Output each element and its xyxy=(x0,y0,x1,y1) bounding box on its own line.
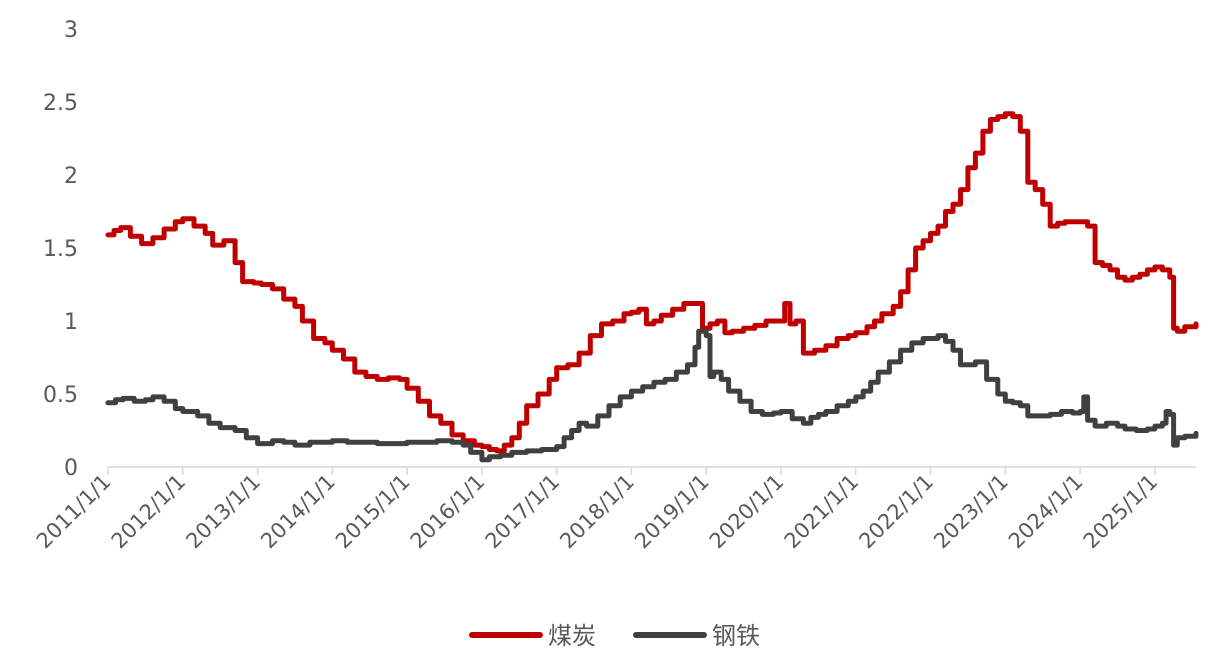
legend-label: 钢铁 xyxy=(712,622,760,650)
x-tick-label: 2014/1/1 xyxy=(256,470,340,554)
x-tick-label: 2024/1/1 xyxy=(1004,470,1088,554)
x-tick-label: 2025/1/1 xyxy=(1079,470,1163,554)
x-axis: 2011/1/12012/1/12013/1/12014/1/12015/1/1… xyxy=(32,466,1196,554)
x-tick-label: 2013/1/1 xyxy=(181,470,265,554)
series-line-0 xyxy=(105,111,1199,454)
y-tick-label: 0 xyxy=(64,456,78,481)
x-tick-label: 2023/1/1 xyxy=(929,470,1013,554)
y-tick-label: 2 xyxy=(64,164,78,189)
series-layer xyxy=(105,111,1199,463)
y-tick-label: 3 xyxy=(64,18,78,43)
x-tick-label: 2019/1/1 xyxy=(630,470,714,554)
x-tick-label: 2021/1/1 xyxy=(780,470,864,554)
legend: 煤炭 钢铁 xyxy=(469,622,760,650)
x-tick-label: 2015/1/1 xyxy=(331,470,415,554)
y-tick-label: 2.5 xyxy=(43,91,78,116)
x-tick-label: 2012/1/1 xyxy=(107,470,191,554)
x-tick-label: 2018/1/1 xyxy=(555,470,639,554)
x-tick-label: 2020/1/1 xyxy=(705,470,789,554)
x-tick-label: 2016/1/1 xyxy=(406,470,490,554)
y-tick-label: 0.5 xyxy=(43,383,78,408)
x-tick-label: 2011/1/1 xyxy=(32,470,116,554)
y-axis: 0 0.5 1 1.5 2 2.5 3 xyxy=(43,18,78,481)
legend-label: 煤炭 xyxy=(548,622,596,650)
series-line-1 xyxy=(105,328,1199,463)
x-tick-label: 2017/1/1 xyxy=(481,470,565,554)
y-tick-label: 1 xyxy=(64,310,78,335)
y-tick-label: 1.5 xyxy=(43,237,78,262)
x-tick-label: 2022/1/1 xyxy=(854,470,938,554)
